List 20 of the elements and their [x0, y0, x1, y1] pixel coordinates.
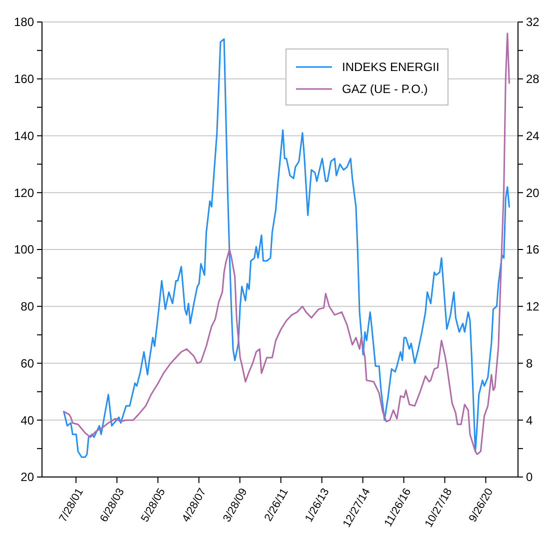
y2-tick-label: 8: [526, 356, 533, 370]
y2-tick-label: 16: [526, 242, 540, 257]
y2-tick-label: 12: [526, 300, 540, 314]
legend-label: GAZ (UE - P.O.): [342, 82, 428, 96]
y2-tick-label: 20: [526, 186, 540, 200]
y-tick-label: 160: [14, 72, 34, 86]
y-tick-label: 180: [14, 15, 34, 30]
legend-label: INDEKS ENERGII: [342, 60, 440, 74]
y-tick-label: 120: [14, 186, 34, 200]
y-tick-label: 20: [20, 470, 34, 484]
y-tick-label: 40: [20, 413, 34, 428]
y2-tick-label: 4: [526, 413, 533, 428]
y-tick-label: 80: [20, 300, 34, 314]
y-tick-label: 60: [20, 356, 34, 370]
y2-tick-label: 32: [526, 15, 540, 30]
y-tick-label: 100: [14, 242, 34, 257]
y2-tick-label: 28: [526, 72, 540, 86]
y-tick-label: 140: [14, 128, 34, 143]
y2-tick-label: 0: [526, 470, 533, 484]
y2-tick-label: 24: [526, 128, 540, 143]
